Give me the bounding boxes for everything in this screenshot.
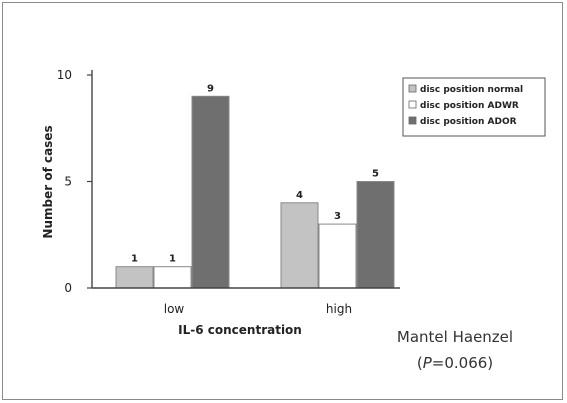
legend-label: disc position normal — [420, 85, 523, 95]
x-axis-title: IL-6 concentration — [178, 323, 302, 337]
p-value-text: =0.066) — [431, 354, 494, 372]
y-tick-label: 10 — [57, 68, 72, 82]
p-symbol: P — [422, 354, 432, 372]
legend-label: disc position ADOR — [420, 117, 517, 127]
data-label: 1 — [169, 254, 176, 265]
bar-high-disc-position-normal — [280, 202, 319, 289]
stat-p-value: (P=0.066) — [380, 350, 530, 376]
bars-layer — [115, 95, 395, 289]
legend-box — [402, 77, 546, 137]
x-tick-label-low: low — [164, 302, 185, 316]
bar-high-disc-position-ador — [356, 181, 395, 289]
legend-swatch — [408, 100, 417, 109]
data-label: 9 — [207, 83, 214, 94]
bar-low-disc-position-adwr — [153, 266, 192, 289]
x-tick-label-high: high — [326, 302, 352, 316]
y-tick-label: 0 — [64, 281, 72, 295]
bar-low-disc-position-normal — [115, 266, 154, 289]
legend-swatch — [408, 116, 417, 125]
p-open-paren: ( — [416, 354, 423, 372]
legend: disc position normal disc position ADWR di… — [402, 77, 546, 137]
axes-layer: 0 5 10 low high IL-6 concentration Number of c… — [41, 68, 400, 337]
legend-label: disc position ADWR — [420, 101, 519, 111]
legend-swatch — [408, 84, 417, 93]
data-label: 1 — [131, 254, 138, 265]
figure-frame — [2, 2, 563, 400]
bar-low-disc-position-ador — [191, 95, 230, 289]
statistics-note: Mantel Haenzel (P=0.066) — [380, 324, 530, 376]
data-label: 5 — [372, 169, 379, 180]
stat-test-name: Mantel Haenzel — [396, 328, 514, 346]
bar-high-disc-position-adwr — [318, 223, 357, 289]
y-axis-title: Number of cases — [41, 125, 55, 238]
data-label: 3 — [334, 211, 341, 222]
data-label: 4 — [296, 190, 303, 201]
y-tick-label: 5 — [64, 175, 72, 189]
